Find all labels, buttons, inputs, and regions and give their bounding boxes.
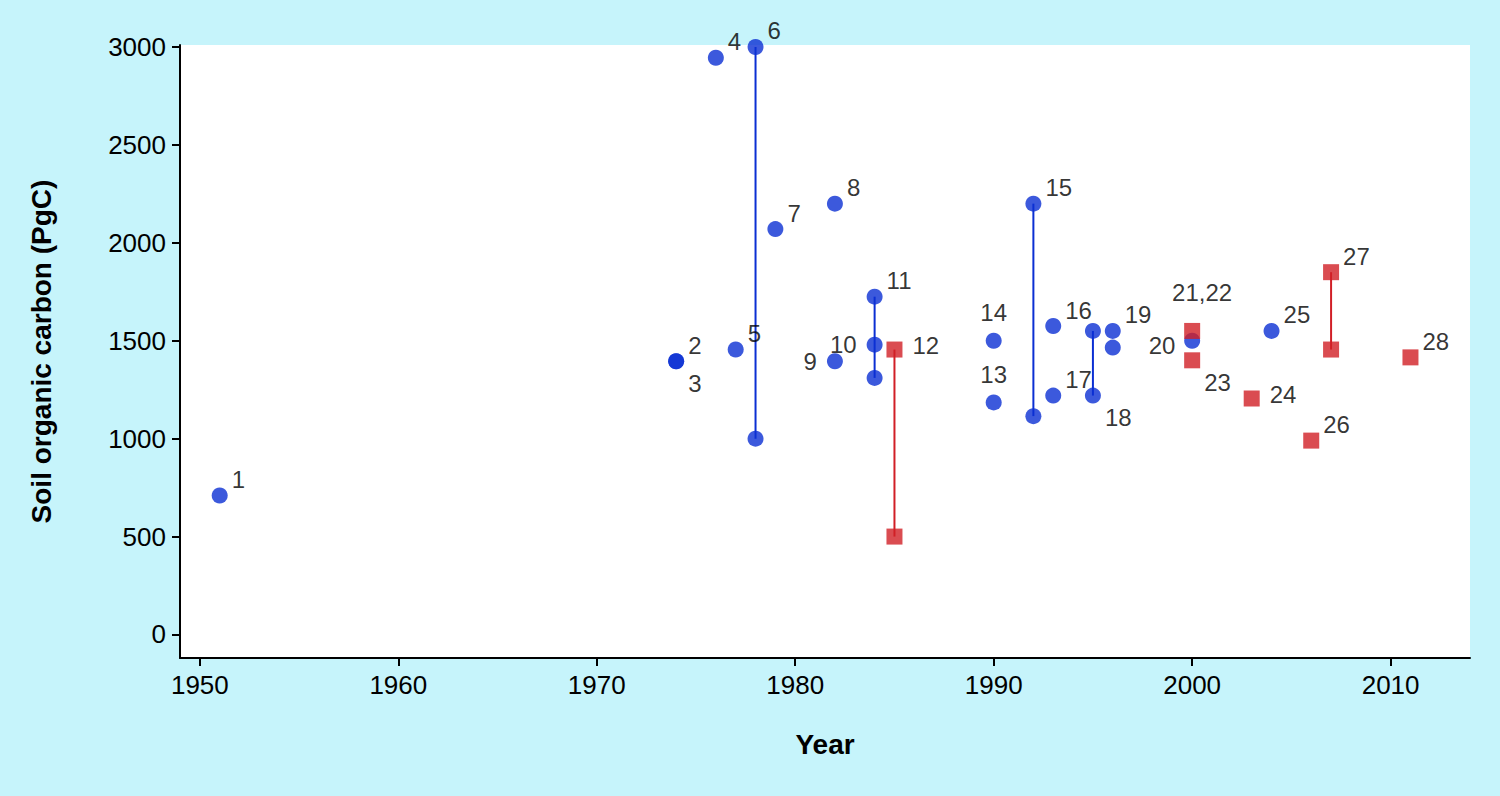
- svg-text:23: 23: [1204, 369, 1231, 396]
- svg-text:2010: 2010: [1362, 670, 1420, 700]
- svg-text:2000: 2000: [108, 228, 166, 258]
- svg-text:4: 4: [728, 28, 741, 55]
- svg-text:1: 1: [232, 466, 245, 493]
- svg-text:6: 6: [768, 17, 781, 44]
- svg-text:12: 12: [912, 332, 939, 359]
- svg-text:16: 16: [1065, 297, 1092, 324]
- svg-text:15: 15: [1045, 174, 1072, 201]
- svg-text:3000: 3000: [108, 32, 166, 62]
- svg-text:28: 28: [1422, 328, 1449, 355]
- svg-text:5: 5: [748, 320, 761, 347]
- svg-text:2000: 2000: [1163, 670, 1221, 700]
- svg-text:7: 7: [787, 200, 800, 227]
- svg-text:1500: 1500: [108, 326, 166, 356]
- svg-text:19: 19: [1125, 301, 1152, 328]
- svg-text:1990: 1990: [965, 670, 1023, 700]
- svg-text:24: 24: [1270, 381, 1297, 408]
- svg-text:2500: 2500: [108, 130, 166, 160]
- svg-text:1970: 1970: [568, 670, 626, 700]
- svg-text:500: 500: [123, 522, 166, 552]
- svg-text:9: 9: [804, 348, 817, 375]
- svg-text:1980: 1980: [766, 670, 824, 700]
- svg-text:14: 14: [980, 299, 1007, 326]
- svg-text:2: 2: [688, 332, 701, 359]
- svg-text:Year: Year: [795, 729, 854, 760]
- svg-text:Soil organic carbon (PgC): Soil organic carbon (PgC): [26, 180, 57, 524]
- svg-text:18: 18: [1105, 404, 1132, 431]
- svg-text:0: 0: [152, 619, 166, 649]
- svg-text:25: 25: [1284, 301, 1311, 328]
- svg-text:27: 27: [1343, 243, 1370, 270]
- svg-text:17: 17: [1065, 366, 1092, 393]
- svg-text:11: 11: [887, 267, 912, 294]
- svg-text:21,22: 21,22: [1172, 279, 1232, 306]
- svg-text:1950: 1950: [171, 670, 229, 700]
- svg-text:3: 3: [688, 370, 701, 397]
- svg-text:26: 26: [1323, 411, 1350, 438]
- svg-text:1000: 1000: [108, 424, 166, 454]
- svg-text:20: 20: [1149, 332, 1176, 359]
- svg-text:8: 8: [847, 174, 860, 201]
- svg-text:10: 10: [830, 331, 857, 358]
- svg-text:13: 13: [980, 361, 1007, 388]
- svg-text:1960: 1960: [369, 670, 427, 700]
